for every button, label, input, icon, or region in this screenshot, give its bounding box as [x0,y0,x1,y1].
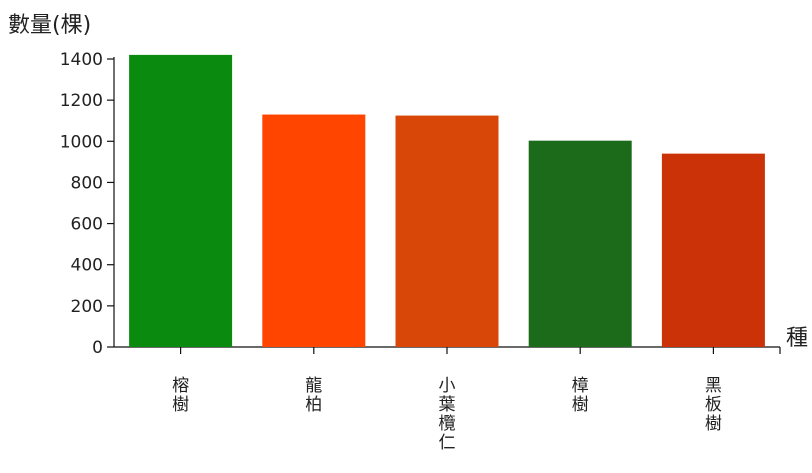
y-tick-label: 800 [71,173,103,193]
x-tick-label: 榕樹 [172,376,189,415]
y-tick-label: 400 [71,256,103,276]
x-axis-title: 種 [786,326,808,351]
x-tick-label: 小葉欖仁 [439,376,456,453]
y-tick-label: 1400 [60,50,103,70]
bar [661,153,765,347]
x-tick-label: 黑板樹 [705,376,722,434]
y-tick-label: 600 [71,215,103,235]
bar [129,54,233,348]
y-axis-title: 數量(棵) [8,13,91,38]
bar [395,115,499,347]
y-tick-label: 0 [92,338,103,358]
x-tick-label: 龍柏 [305,376,322,415]
bars [129,54,765,348]
bar [528,140,632,347]
y-tick-label: 1200 [60,91,103,111]
x-axis: 榕樹 龍柏 小葉欖仁 樟樹 黑板樹 [172,347,781,453]
y-axis: 0 200 400 600 800 1000 1200 1400 [60,50,114,358]
y-tick-label: 200 [71,297,103,317]
bar [262,114,366,348]
x-tick-label: 樟樹 [572,376,589,415]
y-tick-label: 1000 [60,132,103,152]
